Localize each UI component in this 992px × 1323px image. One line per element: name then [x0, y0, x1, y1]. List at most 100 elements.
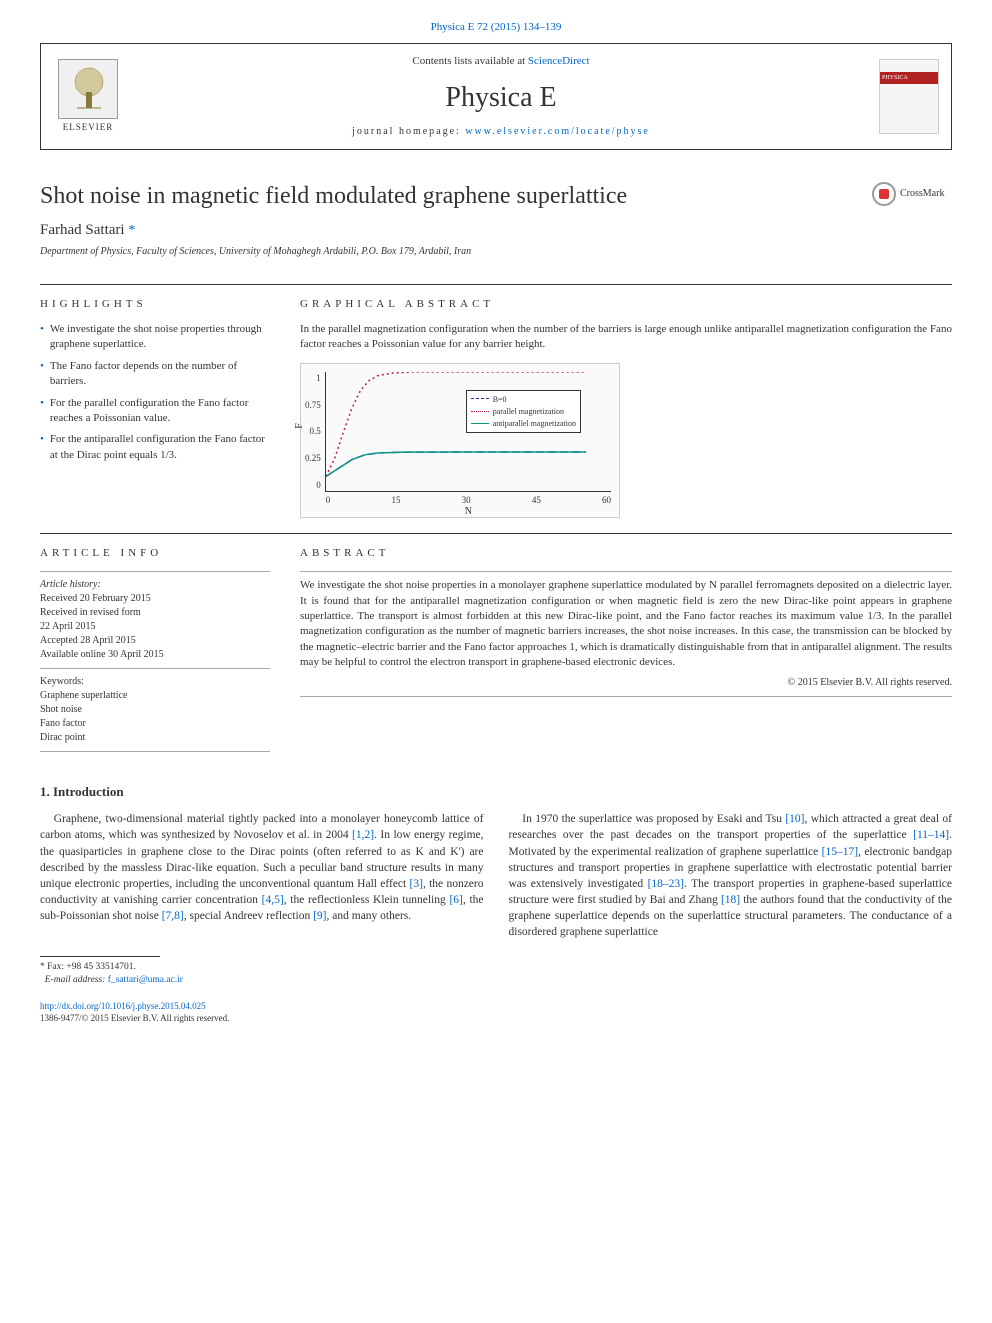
- affiliation: Department of Physics, Faculty of Scienc…: [40, 245, 952, 259]
- highlight-text: For the parallel configuration the Fano …: [50, 396, 270, 427]
- contents-line: Contents lists available at ScienceDirec…: [143, 54, 859, 69]
- history-line: Accepted 28 April 2015: [40, 634, 270, 648]
- chart-plot-area: B=0parallel magnetizationantiparallel ma…: [325, 372, 611, 492]
- ytick: 0.5: [305, 425, 321, 438]
- contents-prefix: Contents lists available at: [412, 55, 527, 67]
- footnote-fax: Fax: +98 45 33514701.: [47, 962, 136, 972]
- keywords-label: Keywords:: [40, 675, 270, 689]
- footnote-star: *: [40, 962, 45, 972]
- elsevier-logo: ELSEVIER: [53, 57, 123, 137]
- t: , the reflectionless Klein tunneling: [284, 894, 450, 906]
- highlight-text: The Fano factor depends on the number of…: [50, 359, 270, 390]
- highlights-list: We investigate the shot noise properties…: [40, 322, 270, 463]
- sciencedirect-link[interactable]: ScienceDirect: [528, 55, 590, 67]
- ref-link[interactable]: [9]: [313, 910, 326, 922]
- highlight-text: For the antiparallel configuration the F…: [50, 432, 270, 463]
- divider: [40, 533, 952, 534]
- corresponding-footnote: * Fax: +98 45 33514701.: [40, 961, 952, 974]
- crossmark-label: CrossMark: [900, 187, 944, 201]
- crossmark-icon: [872, 182, 896, 206]
- email-link[interactable]: f_sattari@uma.ac.ir: [108, 975, 183, 985]
- xtick: 15: [391, 494, 400, 507]
- top-citation: Physica E 72 (2015) 134–139: [40, 20, 952, 35]
- ref-link[interactable]: [1,2]: [352, 829, 374, 841]
- info-divider: [40, 751, 270, 752]
- abstract-text: We investigate the shot noise properties…: [300, 578, 952, 670]
- highlight-item: For the parallel configuration the Fano …: [40, 396, 270, 427]
- author-corresponding-mark: *: [128, 223, 135, 238]
- doi-link[interactable]: http://dx.doi.org/10.1016/j.physe.2015.0…: [40, 1000, 952, 1013]
- info-divider: [40, 668, 270, 669]
- email-footnote: E-mail address: f_sattari@uma.ac.ir: [40, 974, 952, 987]
- fano-chart: F 1 0.75 0.5 0.25 0 B=0parallel magnetiz…: [300, 363, 620, 518]
- ref-link[interactable]: [7,8]: [162, 910, 184, 922]
- ref-link[interactable]: [15–17]: [822, 846, 858, 858]
- elsevier-text: ELSEVIER: [63, 121, 114, 134]
- history-line: Received 20 February 2015: [40, 592, 270, 606]
- chart-legend: B=0parallel magnetizationantiparallel ma…: [466, 390, 581, 434]
- t: , special Andreev reflection: [184, 910, 313, 922]
- journal-header: ELSEVIER Contents lists available at Sci…: [40, 43, 952, 150]
- history-line: 22 April 2015: [40, 620, 270, 634]
- info-divider: [40, 571, 270, 572]
- homepage-link[interactable]: www.elsevier.com/locate/physe: [465, 126, 650, 137]
- xtick: 60: [602, 494, 611, 507]
- chart-y-axis: 1 0.75 0.5 0.25 0: [305, 372, 325, 492]
- t: , and many others.: [327, 910, 412, 922]
- highlight-item: We investigate the shot noise properties…: [40, 322, 270, 353]
- graphical-abstract-caption: In the parallel magnetization configurat…: [300, 322, 952, 353]
- highlights-heading: HIGHLIGHTS: [40, 297, 270, 312]
- journal-cover-thumb: PHYSICA: [879, 59, 939, 134]
- author-line: Farhad Sattari *: [40, 220, 952, 241]
- intro-para: Graphene, two-dimensional material tight…: [40, 811, 484, 924]
- ref-link[interactable]: [6]: [449, 894, 462, 906]
- keyword: Dirac point: [40, 731, 270, 745]
- keywords-block: Keywords: Graphene superlattice Shot noi…: [40, 675, 270, 745]
- ytick: 0.25: [305, 452, 321, 465]
- intro-heading: 1. Introduction: [40, 783, 952, 801]
- keyword: Graphene superlattice: [40, 689, 270, 703]
- ref-link[interactable]: [10]: [785, 813, 804, 825]
- info-divider: [300, 696, 952, 697]
- divider: [40, 284, 952, 285]
- chart-xlabel: N: [465, 505, 472, 519]
- journal-name: Physica E: [143, 78, 859, 117]
- keyword: Shot noise: [40, 703, 270, 717]
- graphical-abstract-heading: GRAPHICAL ABSTRACT: [300, 297, 952, 312]
- ref-link[interactable]: [11–14]: [913, 829, 949, 841]
- crossmark-badge[interactable]: CrossMark: [872, 180, 952, 208]
- keyword: Fano factor: [40, 717, 270, 731]
- elsevier-tree-icon: [58, 59, 118, 119]
- article-title: Shot noise in magnetic field modulated g…: [40, 180, 872, 214]
- ytick: 0.75: [305, 399, 321, 412]
- abstract-copyright: © 2015 Elsevier B.V. All rights reserved…: [300, 676, 952, 690]
- cover-band: PHYSICA: [880, 72, 938, 84]
- abstract-heading: ABSTRACT: [300, 546, 952, 561]
- ref-link[interactable]: [4,5]: [262, 894, 284, 906]
- chart-ylabel: F: [293, 423, 307, 429]
- t: concentration: [195, 894, 261, 906]
- intro-para: In 1970 the superlattice was proposed by…: [509, 811, 953, 940]
- ref-link[interactable]: [3]: [410, 878, 423, 890]
- issn-copyright: 1386-9477/© 2015 Elsevier B.V. All right…: [40, 1012, 952, 1025]
- homepage-line: journal homepage: www.elsevier.com/locat…: [143, 125, 859, 139]
- footnote-separator: [40, 956, 160, 957]
- ytick: 0: [305, 479, 321, 492]
- header-center: Contents lists available at ScienceDirec…: [143, 54, 859, 139]
- citation-link[interactable]: Physica E 72 (2015) 134–139: [431, 21, 562, 33]
- author-name: Farhad Sattari: [40, 222, 125, 238]
- highlight-item: For the antiparallel configuration the F…: [40, 432, 270, 463]
- highlight-text: We investigate the shot noise properties…: [50, 322, 270, 353]
- ref-link[interactable]: [18–23]: [648, 878, 684, 890]
- info-divider: [300, 571, 952, 572]
- homepage-prefix: journal homepage:: [352, 126, 465, 137]
- highlight-item: The Fano factor depends on the number of…: [40, 359, 270, 390]
- t: In 1970 the superlattice was proposed by…: [522, 813, 785, 825]
- email-label: E-mail address:: [45, 975, 108, 985]
- history-line: Received in revised form: [40, 606, 270, 620]
- ref-link[interactable]: [18]: [721, 894, 740, 906]
- xtick: 45: [532, 494, 541, 507]
- ytick: 1: [305, 372, 321, 385]
- history-line: Available online 30 April 2015: [40, 648, 270, 662]
- intro-body: Graphene, two-dimensional material tight…: [40, 811, 952, 940]
